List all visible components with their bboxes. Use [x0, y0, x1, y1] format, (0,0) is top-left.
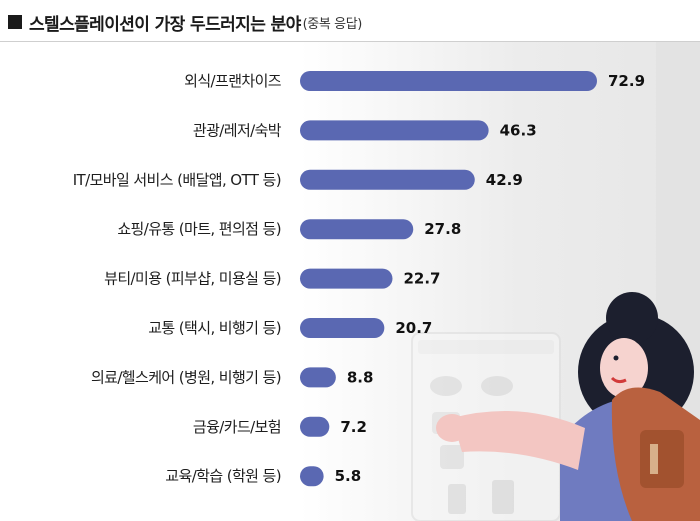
- category-label: 외식/프랜차이즈: [184, 72, 282, 90]
- category-label: 관광/레저/숙박: [193, 121, 282, 139]
- value-label: 8.8: [347, 368, 374, 386]
- value-label: 22.7: [403, 270, 440, 288]
- value-label: 46.3: [500, 121, 537, 139]
- bar: [300, 416, 330, 437]
- bar: [300, 120, 489, 141]
- category-label: 의료/헬스케어 (병원, 비행기 등): [91, 368, 281, 386]
- value-label: 20.7: [395, 319, 432, 337]
- title-divider: [0, 41, 700, 42]
- chart-subtitle: (중복 응답): [302, 16, 363, 32]
- value-label: 27.8: [424, 220, 461, 238]
- value-label: 5.8: [335, 467, 362, 485]
- category-label: 교육/학습 (학원 등): [165, 467, 281, 485]
- hair-bun: [606, 292, 658, 344]
- category-label: 쇼핑/유통 (마트, 편의점 등): [117, 220, 281, 238]
- hand-shape: [436, 414, 468, 442]
- category-label: 교통 (택시, 비행기 등): [148, 319, 281, 337]
- value-label: 42.9: [486, 171, 523, 189]
- chart-header: 스텔스플레이션이 가장 두드러지는 분야 (중복 응답): [8, 8, 362, 36]
- lips-shape: [610, 376, 627, 384]
- bar: [300, 367, 336, 388]
- bar: [300, 466, 324, 487]
- value-label: 7.2: [340, 418, 367, 436]
- category-label: IT/모바일 서비스 (배달앱, OTT 등): [73, 171, 281, 189]
- bar: [300, 71, 597, 91]
- value-label: 72.9: [608, 72, 645, 90]
- bar: [300, 318, 385, 338]
- title-bullet-square: [8, 15, 22, 29]
- category-label: 뷰티/미용 (피부샵, 미용실 등): [104, 270, 281, 288]
- backpack-strap: [650, 444, 658, 474]
- bar: [300, 219, 414, 240]
- arm-shape: [452, 410, 585, 470]
- chart-title: 스텔스플레이션이 가장 두드러지는 분야: [29, 14, 301, 35]
- face-shape: [600, 338, 648, 398]
- eye-icon: [613, 355, 619, 361]
- bar: [300, 169, 475, 190]
- bar: [300, 268, 393, 289]
- category-label: 금융/카드/보험: [193, 418, 281, 436]
